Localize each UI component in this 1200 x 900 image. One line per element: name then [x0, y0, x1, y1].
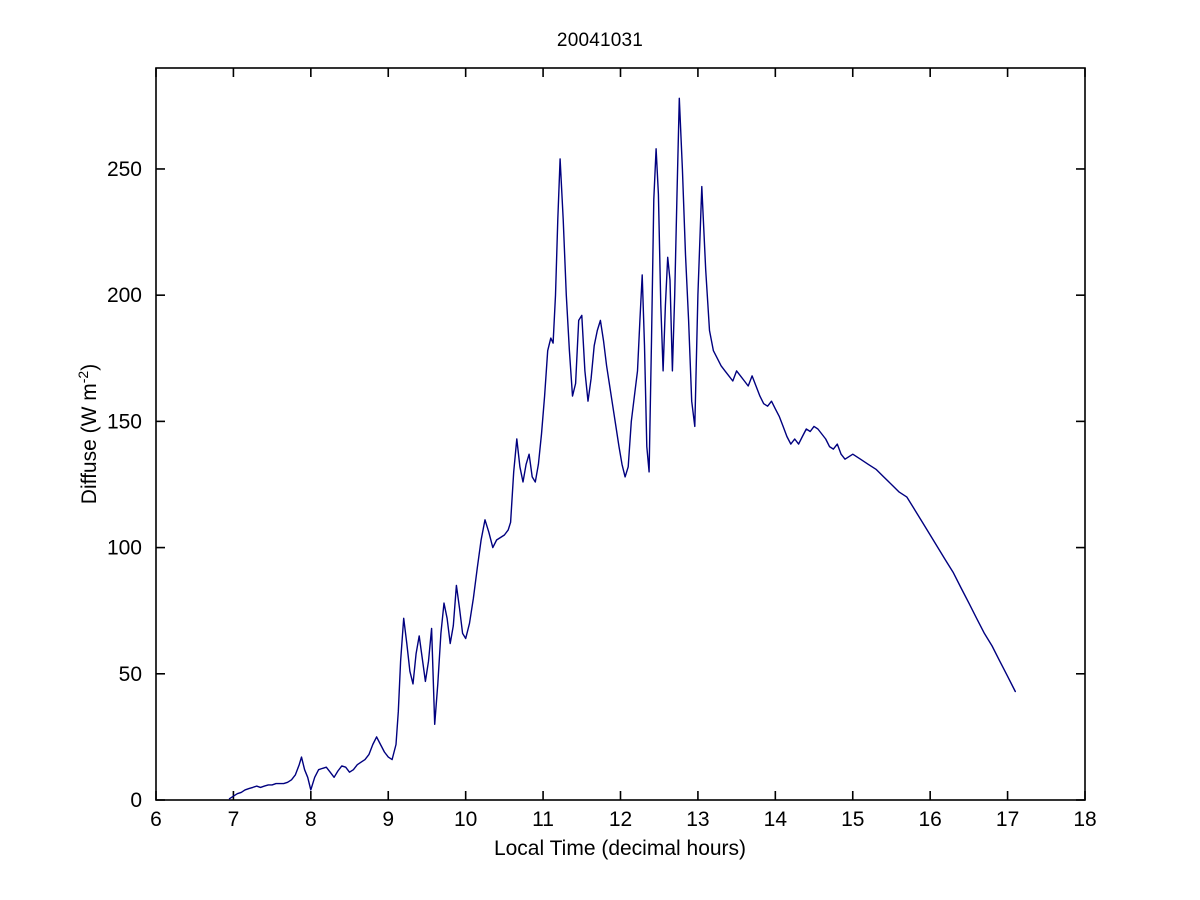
x-tick-label: 9	[382, 808, 394, 831]
x-tick-label: 13	[686, 808, 709, 831]
y-axis-tick-labels: 0 50 100 150 200 250	[107, 158, 142, 812]
x-axis-tick-labels: 6 7 8 9 10 11 12 13 14 15 16 17 18	[150, 808, 1097, 831]
plot-frame	[155, 67, 1086, 801]
svg-text:Diffuse (W m-2): Diffuse (W m-2)	[75, 364, 101, 504]
y-tick-label: 100	[107, 537, 142, 560]
y-axis-title: Diffuse (W m-2)	[75, 364, 101, 504]
data-series-line	[228, 97, 1016, 800]
x-tick-label: 16	[918, 808, 941, 831]
y-tick-label: 200	[107, 284, 142, 307]
y-axis-title-superscript: -2	[75, 371, 91, 384]
y-tick-label: 50	[119, 663, 142, 686]
x-tick-label: 18	[1073, 808, 1096, 831]
x-tick-label: 8	[305, 808, 317, 831]
x-tick-label: 17	[996, 808, 1019, 831]
y-axis-title-close: )	[78, 364, 101, 371]
x-tick-label: 11	[532, 808, 554, 831]
x-tick-label: 10	[454, 808, 477, 831]
page-title: 20041031	[556, 30, 644, 51]
x-axis-ticks	[155, 68, 1086, 800]
x-axis-title: Local Time (decimal hours)	[494, 837, 746, 860]
x-tick-label: 12	[609, 808, 632, 831]
y-tick-label: 150	[107, 410, 142, 433]
x-tick-label: 7	[228, 808, 240, 831]
y-axis-title-base: Diffuse (W m	[78, 383, 101, 504]
x-tick-label: 15	[841, 808, 864, 831]
y-tick-label: 0	[130, 789, 142, 812]
x-tick-label: 14	[764, 808, 788, 831]
x-tick-label: 6	[150, 808, 162, 831]
y-tick-label: 250	[107, 158, 142, 181]
y-axis-ticks	[156, 168, 1085, 801]
